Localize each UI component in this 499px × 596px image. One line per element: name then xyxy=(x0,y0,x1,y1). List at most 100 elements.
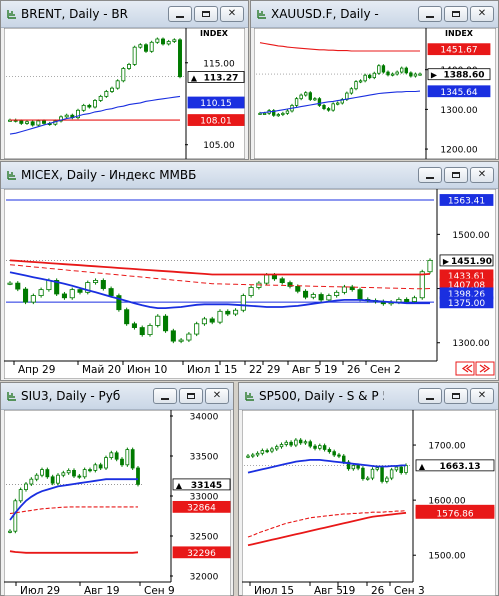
price-tag-value: 1433.61 xyxy=(448,272,485,282)
maximize-button[interactable] xyxy=(444,388,468,404)
minimize-button[interactable] xyxy=(418,388,442,404)
price-chart[interactable]: 1700.001600.001500.001663.13▲1580.771576… xyxy=(242,410,496,596)
siu3-chart-window[interactable]: SIU3, Daily - Руб... ✕ 34000 33500 33000 32… xyxy=(0,382,234,596)
candle xyxy=(56,474,60,484)
price-tag-value: 1345.64 xyxy=(440,88,477,98)
price-tag-value: 32296 xyxy=(187,549,216,559)
candle xyxy=(64,114,69,118)
price-tag-value: 32864 xyxy=(187,503,216,513)
price-tag-box xyxy=(187,71,245,83)
last-price-marker-icon: ▶ xyxy=(443,257,450,266)
candle xyxy=(46,280,52,291)
candle xyxy=(38,289,44,296)
price-tag-value: 1576.86 xyxy=(436,509,473,519)
candle xyxy=(149,41,154,52)
xauusd-chart-window[interactable]: XAUUSD.F, Daily - ... ✕ INDEX 1400.00130… xyxy=(250,0,499,160)
candle xyxy=(395,71,399,75)
candle xyxy=(251,454,255,457)
price-label: 1600.00 xyxy=(428,497,465,507)
window-title: BRENT, Daily - BRE... xyxy=(21,7,129,21)
candle xyxy=(178,339,184,342)
close-button[interactable]: ✕ xyxy=(220,6,244,22)
candle xyxy=(264,274,270,284)
moving-average-line xyxy=(247,510,407,538)
candle xyxy=(310,294,316,298)
price-chart[interactable]: INDEX 115.00 105.00 113.27 ▲ 110.15 108.01 xyxy=(4,28,245,159)
price-chart-plot: 1500.001400.001300.001563.411451.90▶1433… xyxy=(6,194,494,376)
candle xyxy=(131,323,137,328)
price-tag-box xyxy=(187,96,245,109)
window-titlebar[interactable]: SIU3, Daily - Руб... ✕ xyxy=(1,383,233,410)
price-label: 1500.00 xyxy=(452,231,489,241)
micex-chart-window[interactable]: MICEX, Daily - Индекс ММВБ ✕ 1500.001400… xyxy=(0,161,499,381)
price-chart-plot: 115.00 105.00 113.27 ▲ 110.15 108.01 xyxy=(6,37,245,151)
price-tag-value: 113.27 xyxy=(204,73,239,83)
candle xyxy=(161,38,165,45)
date-label: Авг 19 xyxy=(84,585,120,596)
minimize-button[interactable] xyxy=(418,6,442,22)
price-tag-box xyxy=(415,506,495,519)
candle xyxy=(217,310,223,323)
maximize-button[interactable] xyxy=(444,6,468,22)
window-titlebar[interactable]: BRENT, Daily - BRE... ✕ xyxy=(1,1,248,28)
candle xyxy=(372,72,376,79)
moving-average-line xyxy=(9,95,181,135)
candle xyxy=(308,441,312,447)
price-chart[interactable]: 1500.001400.001300.001563.411451.90▶1433… xyxy=(4,189,496,379)
candle xyxy=(72,470,76,477)
candle xyxy=(404,465,408,473)
candle xyxy=(88,469,92,472)
close-button[interactable]: ✕ xyxy=(205,388,229,404)
price-tag-value: 110.15 xyxy=(200,99,232,109)
candle xyxy=(404,67,408,74)
price-label: 1200.00 xyxy=(440,146,477,156)
price-tag: 1375.00 xyxy=(439,296,494,309)
price-tag-value: 1451.67 xyxy=(440,46,477,56)
brent-chart-window[interactable]: BRENT, Daily - BRE... ✕ INDEX 115.00 105.… xyxy=(0,0,249,160)
close-button[interactable]: ✕ xyxy=(470,388,494,404)
price-label: 1300.00 xyxy=(452,339,489,349)
maximize-button[interactable] xyxy=(444,167,468,183)
scroll-left-button[interactable] xyxy=(455,361,475,376)
price-tag-value: 1375.00 xyxy=(448,299,485,309)
close-button[interactable]: ✕ xyxy=(470,6,494,22)
moving-average-line xyxy=(247,459,406,474)
date-label: Июл 15 xyxy=(254,585,294,596)
candle xyxy=(76,109,80,119)
candle xyxy=(45,469,50,478)
candle xyxy=(36,120,41,126)
price-tag-value: 1663.13 xyxy=(440,462,481,472)
price-tag-value: 1563.41 xyxy=(448,196,485,206)
close-button[interactable]: ✕ xyxy=(470,167,494,183)
candle xyxy=(25,121,29,124)
candle xyxy=(240,295,246,311)
scroll-arrows[interactable] xyxy=(455,361,495,376)
price-chart[interactable]: INDEX 1400.001300.001200.001451.671388.6… xyxy=(254,28,496,159)
window-titlebar[interactable]: MICEX, Daily - Индекс ММВБ ✕ xyxy=(1,162,498,189)
price-chart[interactable]: 34000 33500 33000 32500 32000 33145 ▲ 32864 3229… xyxy=(4,410,231,596)
window-titlebar[interactable]: SP500, Daily - S & P 5... ✕ xyxy=(239,383,498,410)
price-chart-plot: 1400.001300.001200.001451.671388.60▶1345… xyxy=(256,42,491,156)
maximize-button[interactable] xyxy=(194,6,218,22)
candle xyxy=(313,445,317,449)
candle xyxy=(363,74,367,82)
candle xyxy=(125,449,130,466)
minimize-button[interactable] xyxy=(168,6,192,22)
minimize-button[interactable] xyxy=(153,388,177,404)
candle xyxy=(313,98,317,101)
candle xyxy=(7,282,13,285)
date-label: Авг 5 xyxy=(314,585,343,596)
candle xyxy=(260,450,265,454)
maximize-button[interactable] xyxy=(179,388,203,404)
candle xyxy=(61,472,66,476)
minimize-button[interactable] xyxy=(418,167,442,183)
window-titlebar[interactable]: XAUUSD.F, Daily - ... ✕ xyxy=(251,1,498,28)
candle xyxy=(225,310,231,315)
price-label: 1500.00 xyxy=(428,552,465,562)
candle xyxy=(178,39,182,78)
candle xyxy=(139,327,145,336)
candle xyxy=(138,44,143,48)
price-tag: 1345.64 xyxy=(427,85,491,98)
sp500-chart-window[interactable]: SP500, Daily - S & P 5... ✕ 1700.00 1600.… xyxy=(238,382,499,596)
price-tag-box xyxy=(427,68,491,81)
